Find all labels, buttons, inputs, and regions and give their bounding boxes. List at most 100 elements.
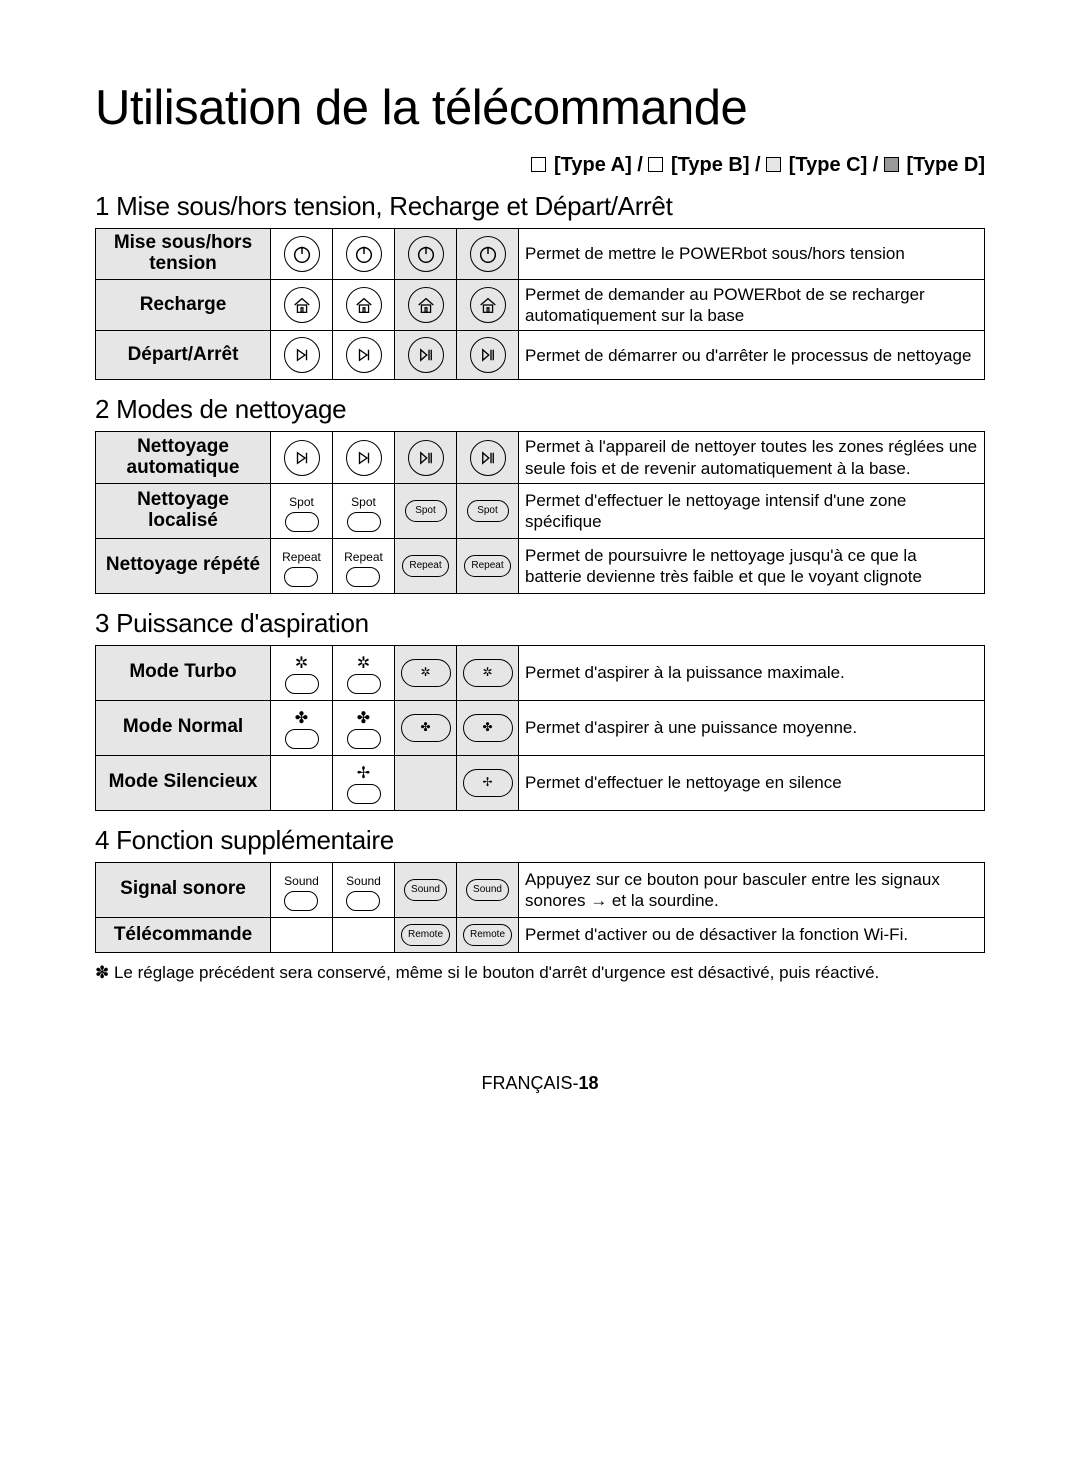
icon-cell [333, 432, 395, 484]
power-icon [470, 236, 506, 272]
play-icon [284, 440, 320, 476]
row-description: Permet d'effectuer le nettoyage intensif… [519, 483, 985, 538]
power-icon [284, 236, 320, 272]
icon-cell: ✤ [395, 700, 457, 755]
icon-cell [271, 432, 333, 484]
button-spot-icon: Spot [467, 500, 509, 522]
row-label: Départ/Arrêt [96, 331, 271, 380]
page-footer: FRANÇAIS-18 [95, 1073, 985, 1094]
row-label: Mode Turbo [96, 645, 271, 700]
type-square-icon [884, 157, 899, 172]
fan-normal-icon: ✤ [463, 714, 513, 742]
section-heading: 3 Puissance d'aspiration [95, 608, 985, 639]
fan-normal-icon: ✤ [347, 711, 381, 749]
table-row: Mode Normal✤✤✤✤Permet d'aspirer à une pu… [96, 700, 985, 755]
button-repeat-icon: Repeat [402, 555, 448, 577]
button-remote-icon: Remote [401, 924, 450, 946]
icon-cell: ✤ [333, 700, 395, 755]
row-label: Recharge [96, 279, 271, 331]
type-square-icon [766, 157, 781, 172]
icon-cell: Spot [333, 483, 395, 538]
play-icon [346, 440, 382, 476]
row-description: Permet de demander au POWERbot de se rec… [519, 279, 985, 331]
feature-table: Mode Turbo✲✲✲✲Permet d'aspirer à la puis… [95, 645, 985, 811]
section-heading: 1 Mise sous/hors tension, Recharge et Dé… [95, 191, 985, 222]
icon-cell [333, 229, 395, 280]
row-label: Mode Normal [96, 700, 271, 755]
button-repeat-icon: Repeat [464, 555, 510, 577]
table-row: Mode Silencieux✢✢Permet d'effectuer le n… [96, 755, 985, 810]
icon-cell: ✲ [333, 645, 395, 700]
type-square-icon [531, 157, 546, 172]
icon-cell: Sound [395, 862, 457, 917]
row-description: Permet d'activer ou de désactiver la fon… [519, 917, 985, 953]
row-label: Signal sonore [96, 862, 271, 917]
icon-cell: Sound [333, 862, 395, 917]
icon-cell [457, 229, 519, 280]
fan-quiet-icon: ✢ [347, 766, 381, 804]
skip-icon [408, 440, 444, 476]
row-description: Permet d'aspirer à une puissance moyenne… [519, 700, 985, 755]
page-title: Utilisation de la télécommande [95, 80, 985, 136]
row-description: Permet d'effectuer le nettoyage en silen… [519, 755, 985, 810]
icon-cell: ✢ [457, 755, 519, 810]
table-row: Nettoyage répété Repeat Repeat Repeat Repeat… [96, 538, 985, 593]
skip-icon [470, 337, 506, 373]
play-icon [346, 337, 382, 373]
icon-cell [271, 279, 333, 331]
type-label: [Type A] [548, 154, 631, 176]
icon-cell: Spot [271, 483, 333, 538]
button-repeat-icon: Repeat [282, 550, 321, 587]
button-repeat-icon: Repeat [344, 550, 383, 587]
button-spot-icon: Spot [405, 500, 447, 522]
home-icon [470, 287, 506, 323]
skip-icon [408, 337, 444, 373]
fan-turbo-icon: ✲ [285, 656, 319, 694]
icon-cell: Remote [457, 917, 519, 953]
icon-cell [333, 331, 395, 380]
button-sound-icon: Sound [404, 879, 447, 901]
row-description: Permet de mettre le POWERbot sous/hors t… [519, 229, 985, 280]
section-heading: 4 Fonction supplémentaire [95, 825, 985, 856]
icon-cell [333, 917, 395, 953]
table-row: Nettoyage automatique Permet à l'appareil… [96, 432, 985, 484]
icon-cell: Sound [457, 862, 519, 917]
row-description: Permet d'aspirer à la puissance maximale… [519, 645, 985, 700]
fan-normal-icon: ✤ [285, 711, 319, 749]
feature-table: Nettoyage automatique Permet à l'appareil… [95, 431, 985, 594]
power-icon [346, 236, 382, 272]
row-description: Permet à l'appareil de nettoyer toutes l… [519, 432, 985, 484]
row-label: Nettoyage localisé [96, 483, 271, 538]
icon-cell [457, 279, 519, 331]
icon-cell: ✲ [395, 645, 457, 700]
button-spot-icon: Spot [285, 495, 319, 532]
type-legend: [Type A] / [Type B] / [Type C] / [Type D… [95, 154, 985, 177]
row-description: Permet de poursuivre le nettoyage jusqu'… [519, 538, 985, 593]
table-row: Mise sous/hors tension Permet de mettre l… [96, 229, 985, 280]
icon-cell [395, 279, 457, 331]
icon-cell [271, 755, 333, 810]
section-heading: 2 Modes de nettoyage [95, 394, 985, 425]
home-icon [408, 287, 444, 323]
icon-cell [395, 755, 457, 810]
row-label: Nettoyage répété [96, 538, 271, 593]
icon-cell: Remote [395, 917, 457, 953]
row-description: Appuyez sur ce bouton pour basculer entr… [519, 862, 985, 917]
icon-cell: Spot [395, 483, 457, 538]
feature-table: Mise sous/hors tension Permet de mettre l… [95, 228, 985, 380]
row-label: Mode Silencieux [96, 755, 271, 810]
row-label: Mise sous/hors tension [96, 229, 271, 280]
table-row: TélécommandeRemoteRemotePermet d'activer… [96, 917, 985, 953]
table-row: Départ/ArrêtPermet de démarrer ou d'arrê… [96, 331, 985, 380]
icon-cell: ✲ [457, 645, 519, 700]
type-label: [Type B] [665, 154, 749, 176]
icon-cell: ✢ [333, 755, 395, 810]
row-label: Nettoyage automatique [96, 432, 271, 484]
table-row: Mode Turbo✲✲✲✲Permet d'aspirer à la puis… [96, 645, 985, 700]
button-spot-icon: Spot [347, 495, 381, 532]
home-icon [284, 287, 320, 323]
icon-cell [271, 229, 333, 280]
table-row: Nettoyage localisé Spot Spot Spot Spot Permet… [96, 483, 985, 538]
icon-cell: ✲ [271, 645, 333, 700]
home-icon [346, 287, 382, 323]
